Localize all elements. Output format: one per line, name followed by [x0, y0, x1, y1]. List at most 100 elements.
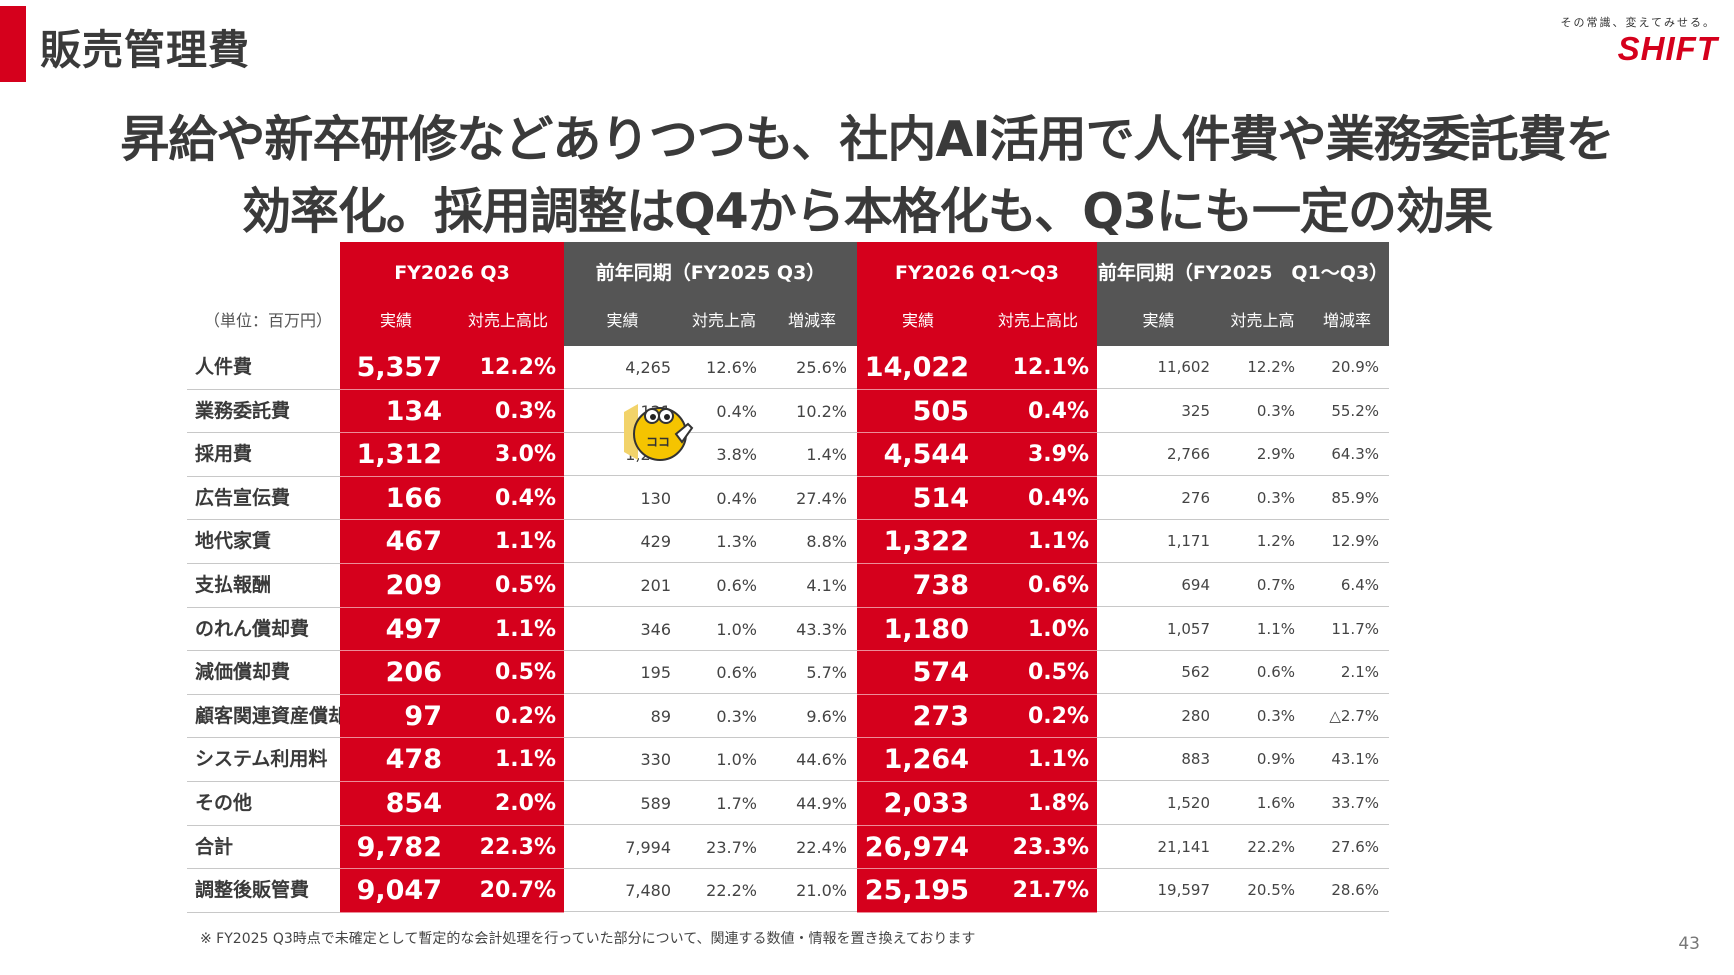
table-cell: 64.3% — [1331, 445, 1379, 464]
table-cell: 1.0% — [979, 607, 1097, 652]
row-label: 合計 — [187, 826, 340, 870]
table-cell: 280 — [1181, 706, 1210, 725]
table-row: 減価償却費 206 0.5% 195 0.6% 5.7% 574 0.5% 562 0.6% 2.1… — [187, 651, 1517, 695]
table-cell: 10.2% — [796, 401, 847, 421]
section-title: 販売管理費 — [40, 26, 250, 74]
column-header: 増減率 — [1305, 304, 1389, 346]
row-divider — [1097, 867, 1389, 869]
row-divider — [564, 431, 857, 433]
table-cell: 738 — [857, 563, 979, 608]
table-cell: 883 — [1181, 750, 1210, 769]
row-label: その他 — [187, 782, 340, 826]
row-label: 地代家賃 — [187, 520, 340, 564]
table-cell: 0.4% — [716, 401, 757, 421]
table-cell: 7,994 — [625, 837, 671, 857]
table-cell: 2,033 — [857, 781, 979, 826]
table-cell: 2.1% — [1340, 663, 1379, 682]
headline-line-2: 効率化。採用調整はQ4から本格化も、Q3にも一定の効果 — [241, 183, 1493, 240]
group-header: FY2026 Q1〜Q3 — [857, 242, 1097, 304]
table-cell: 9.6% — [806, 706, 847, 726]
column-header: 対売上高比 — [979, 304, 1097, 346]
table-cell: 206 — [340, 651, 452, 695]
table-row: 支払報酬 209 0.5% 201 0.6% 4.1% 738 0.6% 694 0.7% 6.4% — [187, 563, 1517, 608]
row-label: 顧客関連資産償却 — [187, 695, 347, 739]
table-row: 広告宣伝費 166 0.4% 130 0.4% 27.4% 514 0.4% 276 0.3% 85… — [187, 476, 1517, 521]
table-cell: 0.5% — [452, 651, 564, 695]
row-divider — [1097, 693, 1389, 695]
table-cell: 429 — [640, 532, 671, 552]
table-cell: 276 — [1181, 488, 1210, 507]
table-row: のれん償却費 497 1.1% 346 1.0% 43.3% 1,180 1.0% 1,057 1… — [187, 607, 1517, 652]
table-cell: 0.7% — [1256, 575, 1295, 594]
headline-line-1: 昇給や新卒研修などありつつも、社内AI活用で人件費や業務委託費を — [120, 111, 1614, 168]
column-header: 増減率 — [767, 304, 857, 346]
table-cell: 20.5% — [1247, 881, 1295, 900]
table-row: その他 854 2.0% 589 1.7% 44.9% 2,033 1.8% 1,520 1.6%… — [187, 781, 1517, 826]
table-cell: 55.2% — [1331, 401, 1379, 420]
table-cell: 8.8% — [806, 532, 847, 552]
table-cell: 0.4% — [716, 488, 757, 508]
table-cell: 9,047 — [340, 869, 452, 913]
table-cell: 0.4% — [979, 476, 1097, 521]
table-row: 業務委託費1340.3%1210.4%10.2%5050.4%3250.3%55… — [187, 389, 1517, 434]
table-cell: 5.7% — [806, 663, 847, 683]
table-cell: 33.7% — [1331, 793, 1379, 812]
page-number: 43 — [1678, 934, 1700, 954]
table-cell: 505 — [857, 389, 979, 434]
table-cell: 4.1% — [806, 575, 847, 595]
table-cell: 0.3% — [1256, 706, 1295, 725]
table-cell: 3.9% — [979, 433, 1097, 477]
row-divider — [564, 780, 857, 782]
table-cell: 89 — [650, 706, 671, 726]
table-row: 顧客関連資産償却 97 0.2% 89 0.3% 9.6% 273 0.2% 280 0.3% △2… — [187, 694, 1517, 739]
row-divider — [564, 518, 857, 520]
table-cell: 1.6% — [1256, 793, 1295, 812]
table-cell: 5,357 — [340, 346, 452, 390]
row-divider — [1097, 605, 1389, 607]
table-cell: 9,782 — [340, 825, 452, 870]
table-row: 地代家賃 467 1.1% 429 1.3% 8.8% 1,322 1.1% 1,171 1.2%… — [187, 520, 1517, 564]
row-divider — [1097, 388, 1389, 389]
row-label: 業務委託費 — [187, 390, 340, 434]
table-cell: 166 — [340, 476, 452, 521]
row-divider — [564, 649, 857, 651]
table-cell: 497 — [340, 607, 452, 652]
table-cell: 27.6% — [1331, 837, 1379, 856]
table-cell: 1,057 — [1167, 619, 1210, 638]
table-cell: 0.5% — [979, 651, 1097, 695]
table-cell: 478 — [340, 738, 452, 782]
row-divider — [1097, 518, 1389, 520]
table-cell: 1.1% — [452, 520, 564, 564]
table-cell: 11,602 — [1157, 358, 1211, 376]
row-divider — [1097, 780, 1389, 782]
table-cell: 273 — [857, 694, 979, 739]
table-cell: 22.2% — [1247, 837, 1295, 856]
table-cell: 854 — [340, 781, 452, 826]
table-cell: 2,766 — [1167, 445, 1210, 464]
table-cell: 14,022 — [857, 346, 979, 390]
table-cell: 0.6% — [979, 563, 1097, 608]
table-cell: 0.9% — [1256, 750, 1295, 769]
table-cell: 6.4% — [1340, 575, 1379, 594]
table-cell: 1.4% — [806, 445, 847, 465]
row-divider — [1097, 475, 1389, 477]
table-cell: 1,520 — [1167, 793, 1210, 812]
row-divider — [564, 388, 857, 389]
group-header: 前年同期（FY2025 Q3） — [564, 242, 857, 304]
row-divider — [564, 867, 857, 869]
table-cell: 467 — [340, 520, 452, 564]
row-label: 採用費 — [187, 433, 340, 477]
table-cell: 346 — [640, 619, 671, 639]
row-divider — [564, 562, 857, 564]
table-cell: 12.2% — [452, 346, 564, 390]
row-label: 調整後販管費 — [187, 869, 340, 913]
table-cell: 21.7% — [979, 869, 1097, 913]
table-cell: 2.0% — [452, 781, 564, 826]
table-cell: 12.2% — [1247, 358, 1295, 376]
table-cell: 1,171 — [1167, 532, 1210, 551]
table-cell: 195 — [640, 663, 671, 683]
group-header: 前年同期（FY2025 Q1〜Q3） — [1097, 242, 1389, 304]
table-cell: 21.0% — [796, 881, 847, 901]
table-cell: 97 — [340, 694, 452, 739]
row-divider — [564, 911, 857, 913]
